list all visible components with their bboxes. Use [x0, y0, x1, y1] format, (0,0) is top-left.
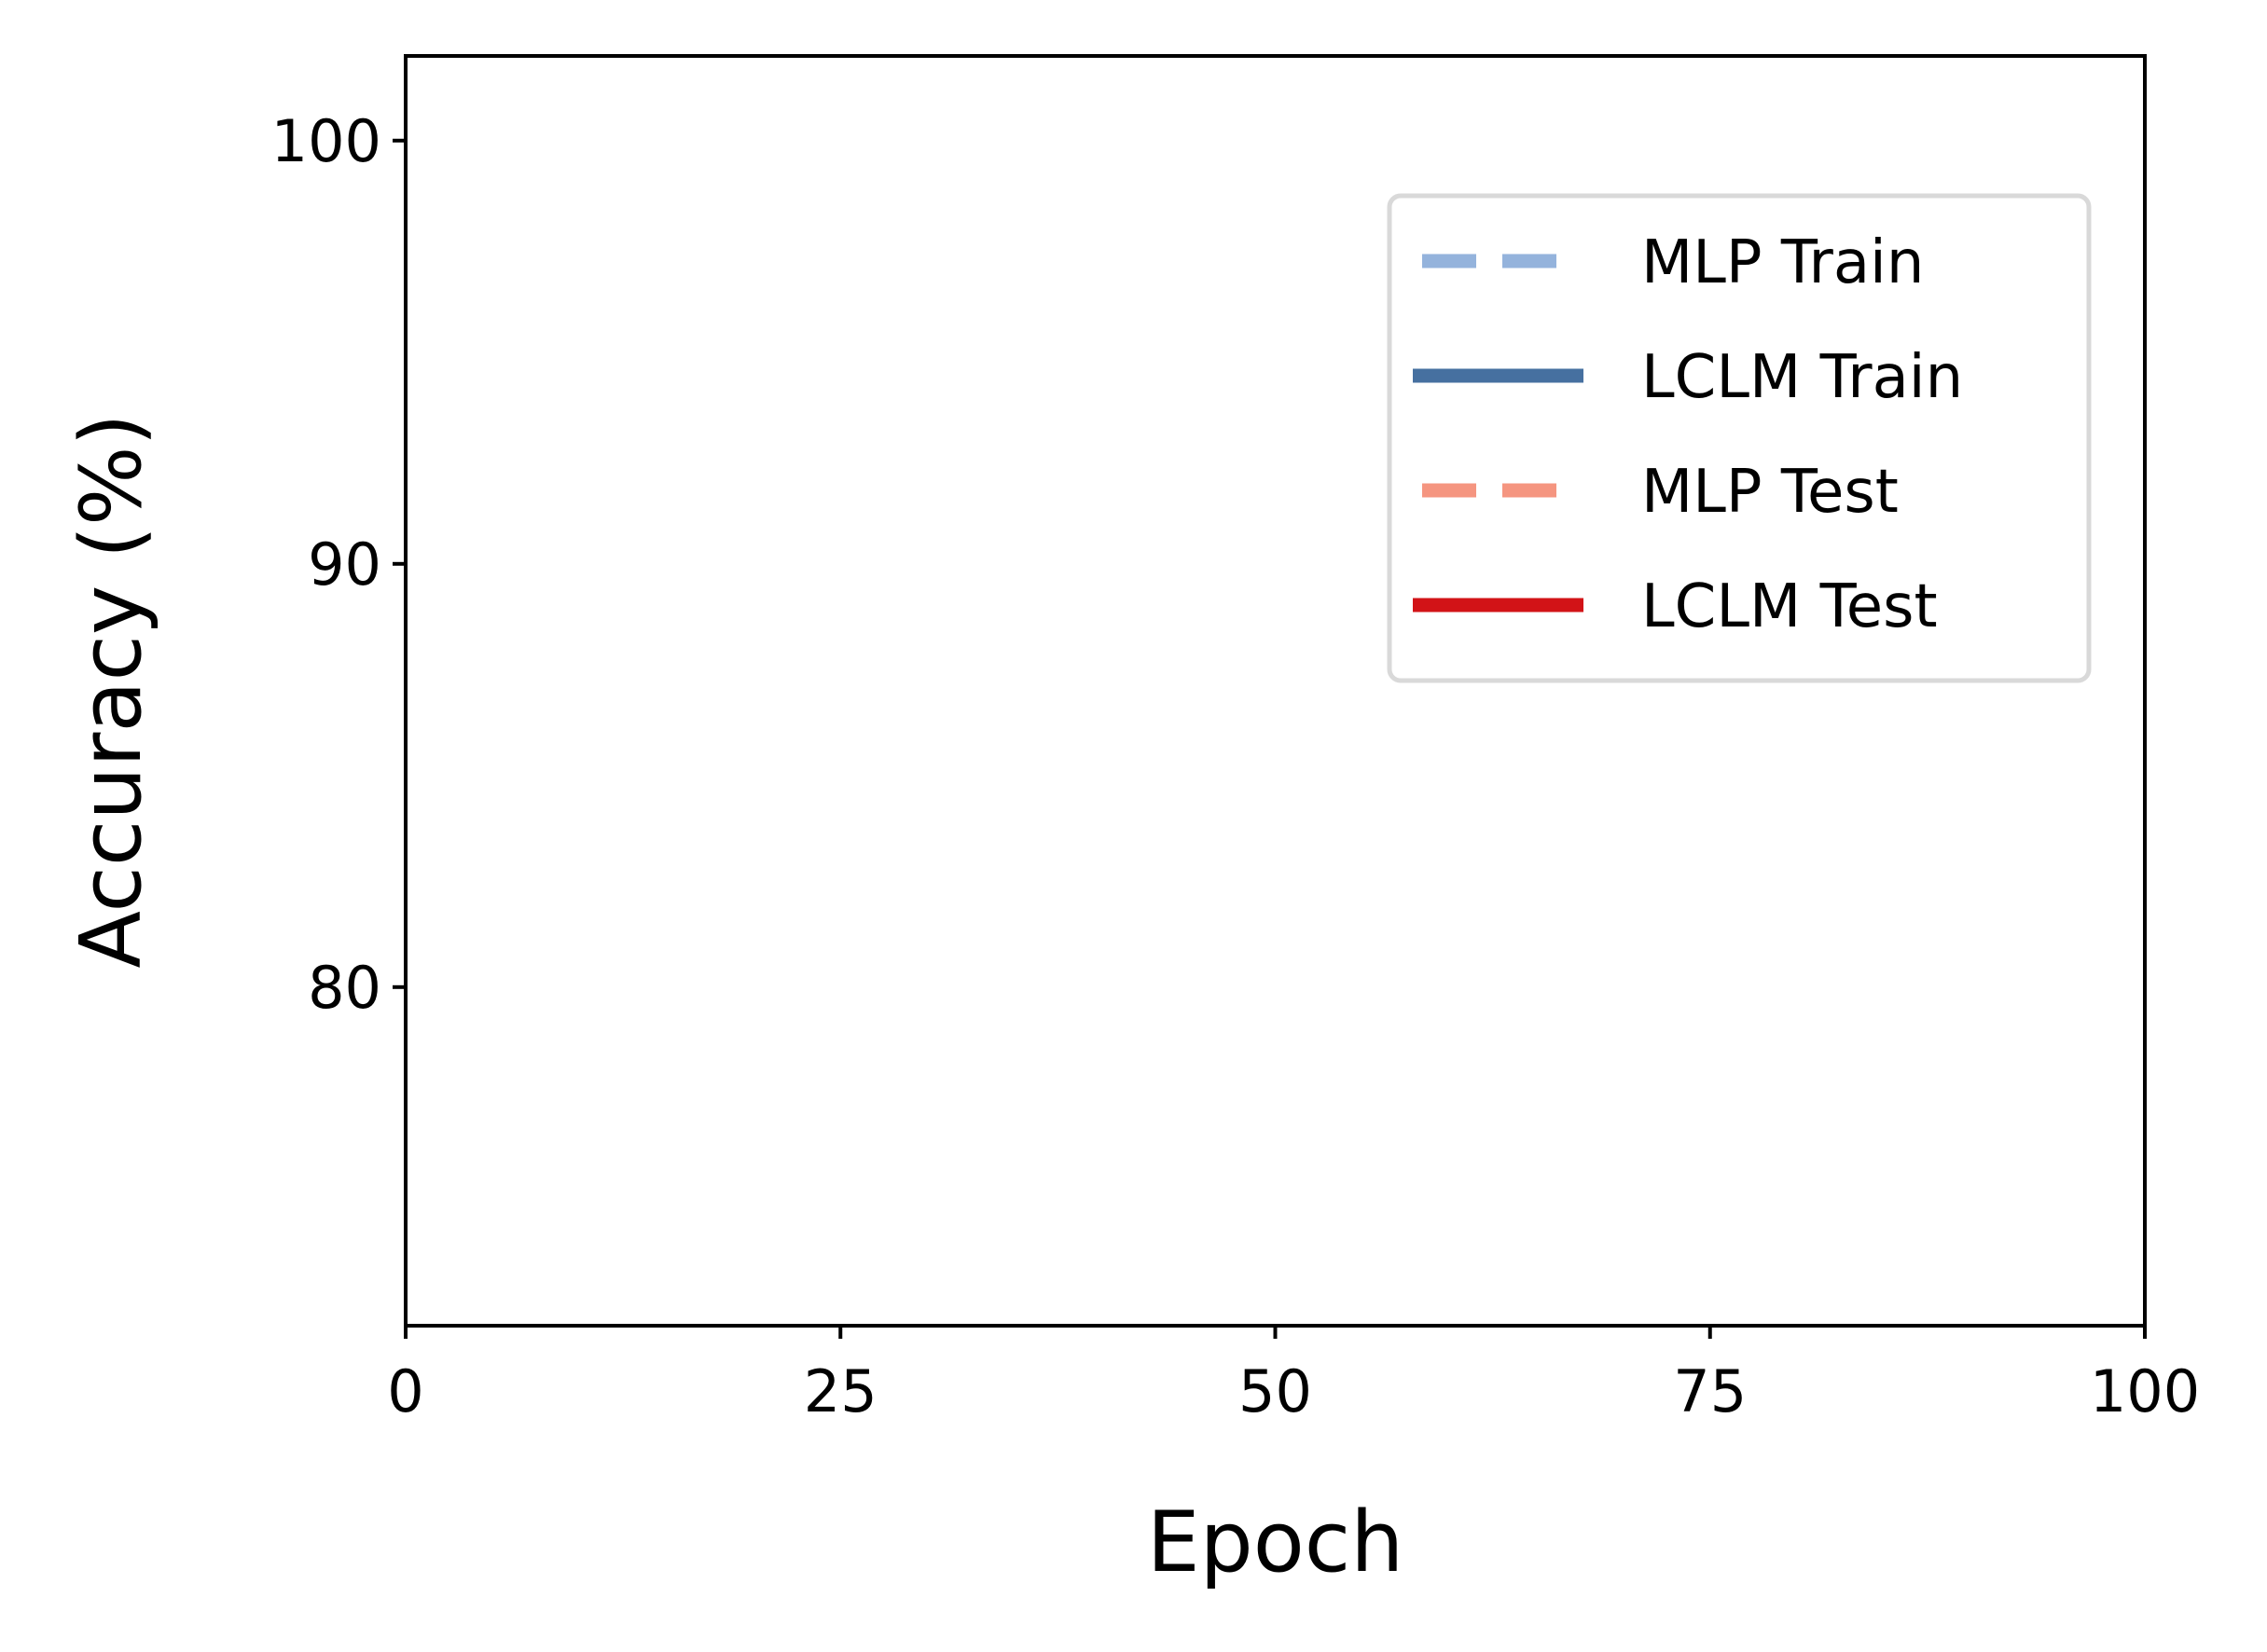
- x-axis-title: Epoch: [1147, 1494, 1404, 1591]
- legend-box: [1387, 193, 2092, 683]
- y-tick-label: 80: [308, 954, 381, 1022]
- x-axis: 0 25 50 75 100: [387, 1326, 2200, 1425]
- x-tick-label: 100: [2090, 1357, 2200, 1425]
- y-tick-label: 90: [308, 530, 381, 599]
- legend-label: LCLM Train: [1641, 343, 1963, 412]
- legend-label: MLP Train: [1641, 228, 1924, 297]
- legend-label: LCLM Test: [1641, 572, 1938, 641]
- y-axis-title: Accuracy (%): [62, 413, 160, 968]
- y-tick-label: 100: [271, 107, 381, 175]
- y-axis: 80 90 100: [271, 107, 406, 1022]
- x-tick-label: 75: [1673, 1357, 1747, 1425]
- x-tick-label: 25: [804, 1357, 878, 1425]
- legend: MLP Train LCLM Train MLP Test LCLM Test: [1387, 193, 2092, 683]
- legend-label: MLP Test: [1641, 458, 1899, 527]
- x-tick-label: 0: [387, 1357, 423, 1425]
- x-tick-label: 50: [1238, 1357, 1312, 1425]
